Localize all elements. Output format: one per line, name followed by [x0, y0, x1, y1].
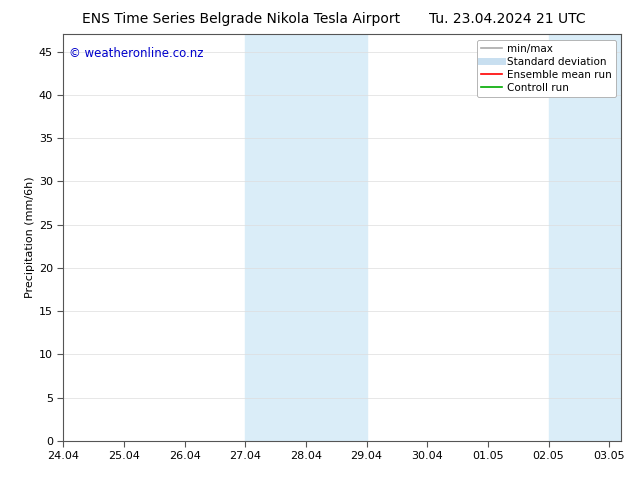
Bar	[548, 34, 621, 441]
Text: ENS Time Series Belgrade Nikola Tesla Airport: ENS Time Series Belgrade Nikola Tesla Ai…	[82, 12, 400, 26]
Legend: min/max, Standard deviation, Ensemble mean run, Controll run: min/max, Standard deviation, Ensemble me…	[477, 40, 616, 97]
Y-axis label: Precipitation (mm/6h): Precipitation (mm/6h)	[25, 177, 35, 298]
Text: © weatheronline.co.nz: © weatheronline.co.nz	[69, 47, 204, 59]
Text: Tu. 23.04.2024 21 UTC: Tu. 23.04.2024 21 UTC	[429, 12, 586, 26]
Bar	[245, 34, 366, 441]
